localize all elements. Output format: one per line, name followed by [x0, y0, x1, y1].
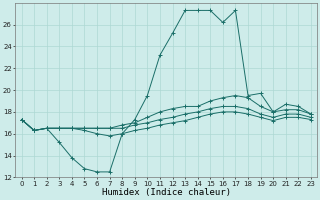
X-axis label: Humidex (Indice chaleur): Humidex (Indice chaleur)	[102, 188, 231, 197]
